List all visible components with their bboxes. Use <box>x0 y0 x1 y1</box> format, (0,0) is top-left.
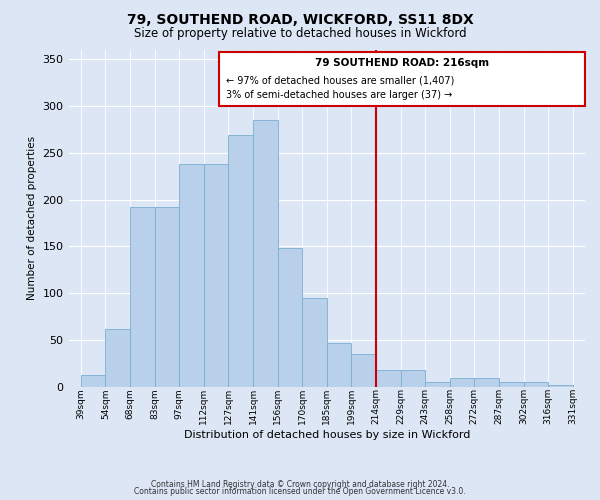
Bar <box>229 135 253 386</box>
Bar <box>376 370 401 386</box>
Bar <box>401 370 425 386</box>
Text: ← 97% of detached houses are smaller (1,407): ← 97% of detached houses are smaller (1,… <box>226 75 454 85</box>
X-axis label: Distribution of detached houses by size in Wickford: Distribution of detached houses by size … <box>184 430 470 440</box>
Bar <box>302 298 327 386</box>
Bar <box>352 354 376 386</box>
Y-axis label: Number of detached properties: Number of detached properties <box>27 136 37 300</box>
Bar <box>179 164 204 386</box>
Bar <box>475 378 499 386</box>
Bar <box>218 52 585 106</box>
Bar <box>81 374 106 386</box>
Text: 79 SOUTHEND ROAD: 216sqm: 79 SOUTHEND ROAD: 216sqm <box>315 58 489 68</box>
Bar <box>278 248 302 386</box>
Bar <box>499 382 524 386</box>
Bar <box>548 385 573 386</box>
Bar <box>106 328 130 386</box>
Text: Size of property relative to detached houses in Wickford: Size of property relative to detached ho… <box>134 28 466 40</box>
Bar <box>450 378 475 386</box>
Bar <box>327 342 352 386</box>
Text: 3% of semi-detached houses are larger (37) →: 3% of semi-detached houses are larger (3… <box>226 90 452 101</box>
Text: 79, SOUTHEND ROAD, WICKFORD, SS11 8DX: 79, SOUTHEND ROAD, WICKFORD, SS11 8DX <box>127 12 473 26</box>
Bar <box>425 382 450 386</box>
Bar <box>204 164 229 386</box>
Bar <box>155 207 179 386</box>
Bar <box>130 207 155 386</box>
Bar <box>253 120 278 386</box>
Text: Contains HM Land Registry data © Crown copyright and database right 2024.: Contains HM Land Registry data © Crown c… <box>151 480 449 489</box>
Text: Contains public sector information licensed under the Open Government Licence v3: Contains public sector information licen… <box>134 488 466 496</box>
Bar <box>524 382 548 386</box>
